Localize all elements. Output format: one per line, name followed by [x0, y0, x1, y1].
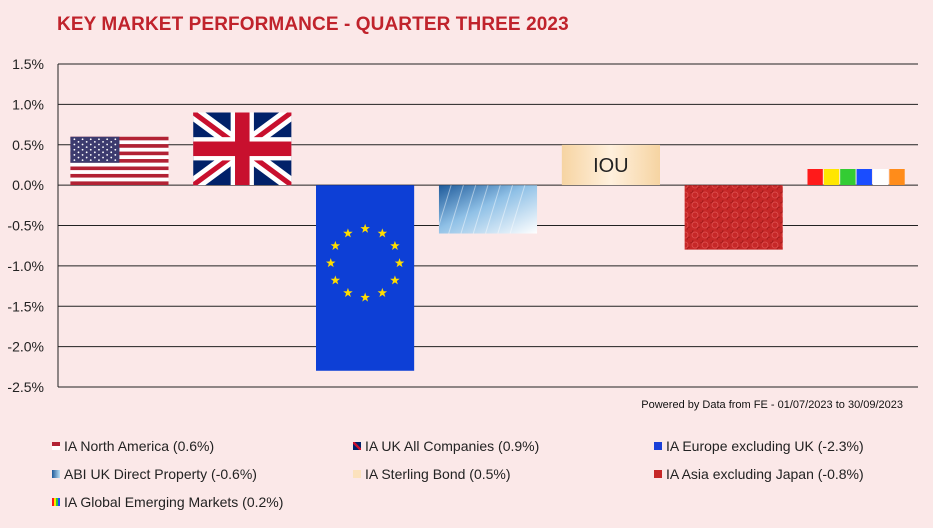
legend-label: IA UK All Companies (0.9%) [365, 437, 540, 454]
legend-item: IA Asia excluding Japan (-0.8%) [654, 464, 922, 483]
y-tick-label: 0.0% [12, 177, 44, 193]
legend-swatch [52, 441, 60, 450]
legend-label: IA Global Emerging Markets (0.2%) [64, 493, 284, 510]
legend-swatch [353, 469, 361, 478]
legend-item: ABI UK Direct Property (-0.6%) [52, 464, 353, 483]
y-tick-label: 0.5% [12, 137, 44, 153]
legend-item: IA Sterling Bond (0.5%) [353, 464, 654, 483]
legend-swatch [52, 469, 60, 478]
legend-label: IA Europe excluding UK (-2.3%) [666, 437, 864, 454]
legend-swatch [353, 441, 361, 450]
chart-title: KEY MARKET PERFORMANCE - QUARTER THREE 2… [57, 14, 569, 35]
legend: IA North America (0.6%) IA UK All Compani… [52, 436, 922, 511]
source-note: Powered by Data from FE - 01/07/2023 to … [641, 399, 903, 411]
y-tick-label: -1.0% [7, 258, 44, 274]
bar-text: IOU [593, 155, 629, 177]
legend-item: IA North America (0.6%) [52, 436, 353, 455]
y-tick-label: 1.5% [12, 56, 44, 72]
legend-label: IA Asia excluding Japan (-0.8%) [666, 465, 864, 482]
y-tick-label: -2.5% [7, 379, 44, 395]
bar-chart: IOU 1.5% 1.0% 0.5% 0.0% -0.5% -1.0% -1.5% -2.0%… [7, 56, 918, 395]
legend-swatch [654, 469, 662, 478]
y-tick-label: -1.5% [7, 298, 44, 314]
bar-us-flag [70, 136, 169, 186]
y-tick-label: -0.5% [7, 218, 44, 234]
legend-item: IA Global Emerging Markets (0.2%) [52, 492, 353, 511]
bar-iou-note: IOU [561, 144, 660, 186]
bar-uk-flag [193, 112, 292, 186]
legend-item: IA Europe excluding UK (-2.3%) [654, 436, 922, 455]
legend-swatch [52, 497, 60, 506]
legend-item: IA UK All Companies (0.9%) [353, 436, 654, 455]
y-tick-label: -2.0% [7, 339, 44, 355]
y-tick-label: 1.0% [12, 96, 44, 112]
legend-label: IA North America (0.6%) [64, 437, 215, 454]
legend-label: ABI UK Direct Property (-0.6%) [64, 465, 257, 482]
legend-label: IA Sterling Bond (0.5%) [365, 465, 511, 482]
bar-eu-flag [316, 185, 415, 371]
bar-building-photo [438, 185, 538, 234]
bar-rainbow-blocks [807, 168, 905, 186]
legend-swatch [654, 441, 662, 450]
bar-red-pattern [684, 185, 783, 250]
